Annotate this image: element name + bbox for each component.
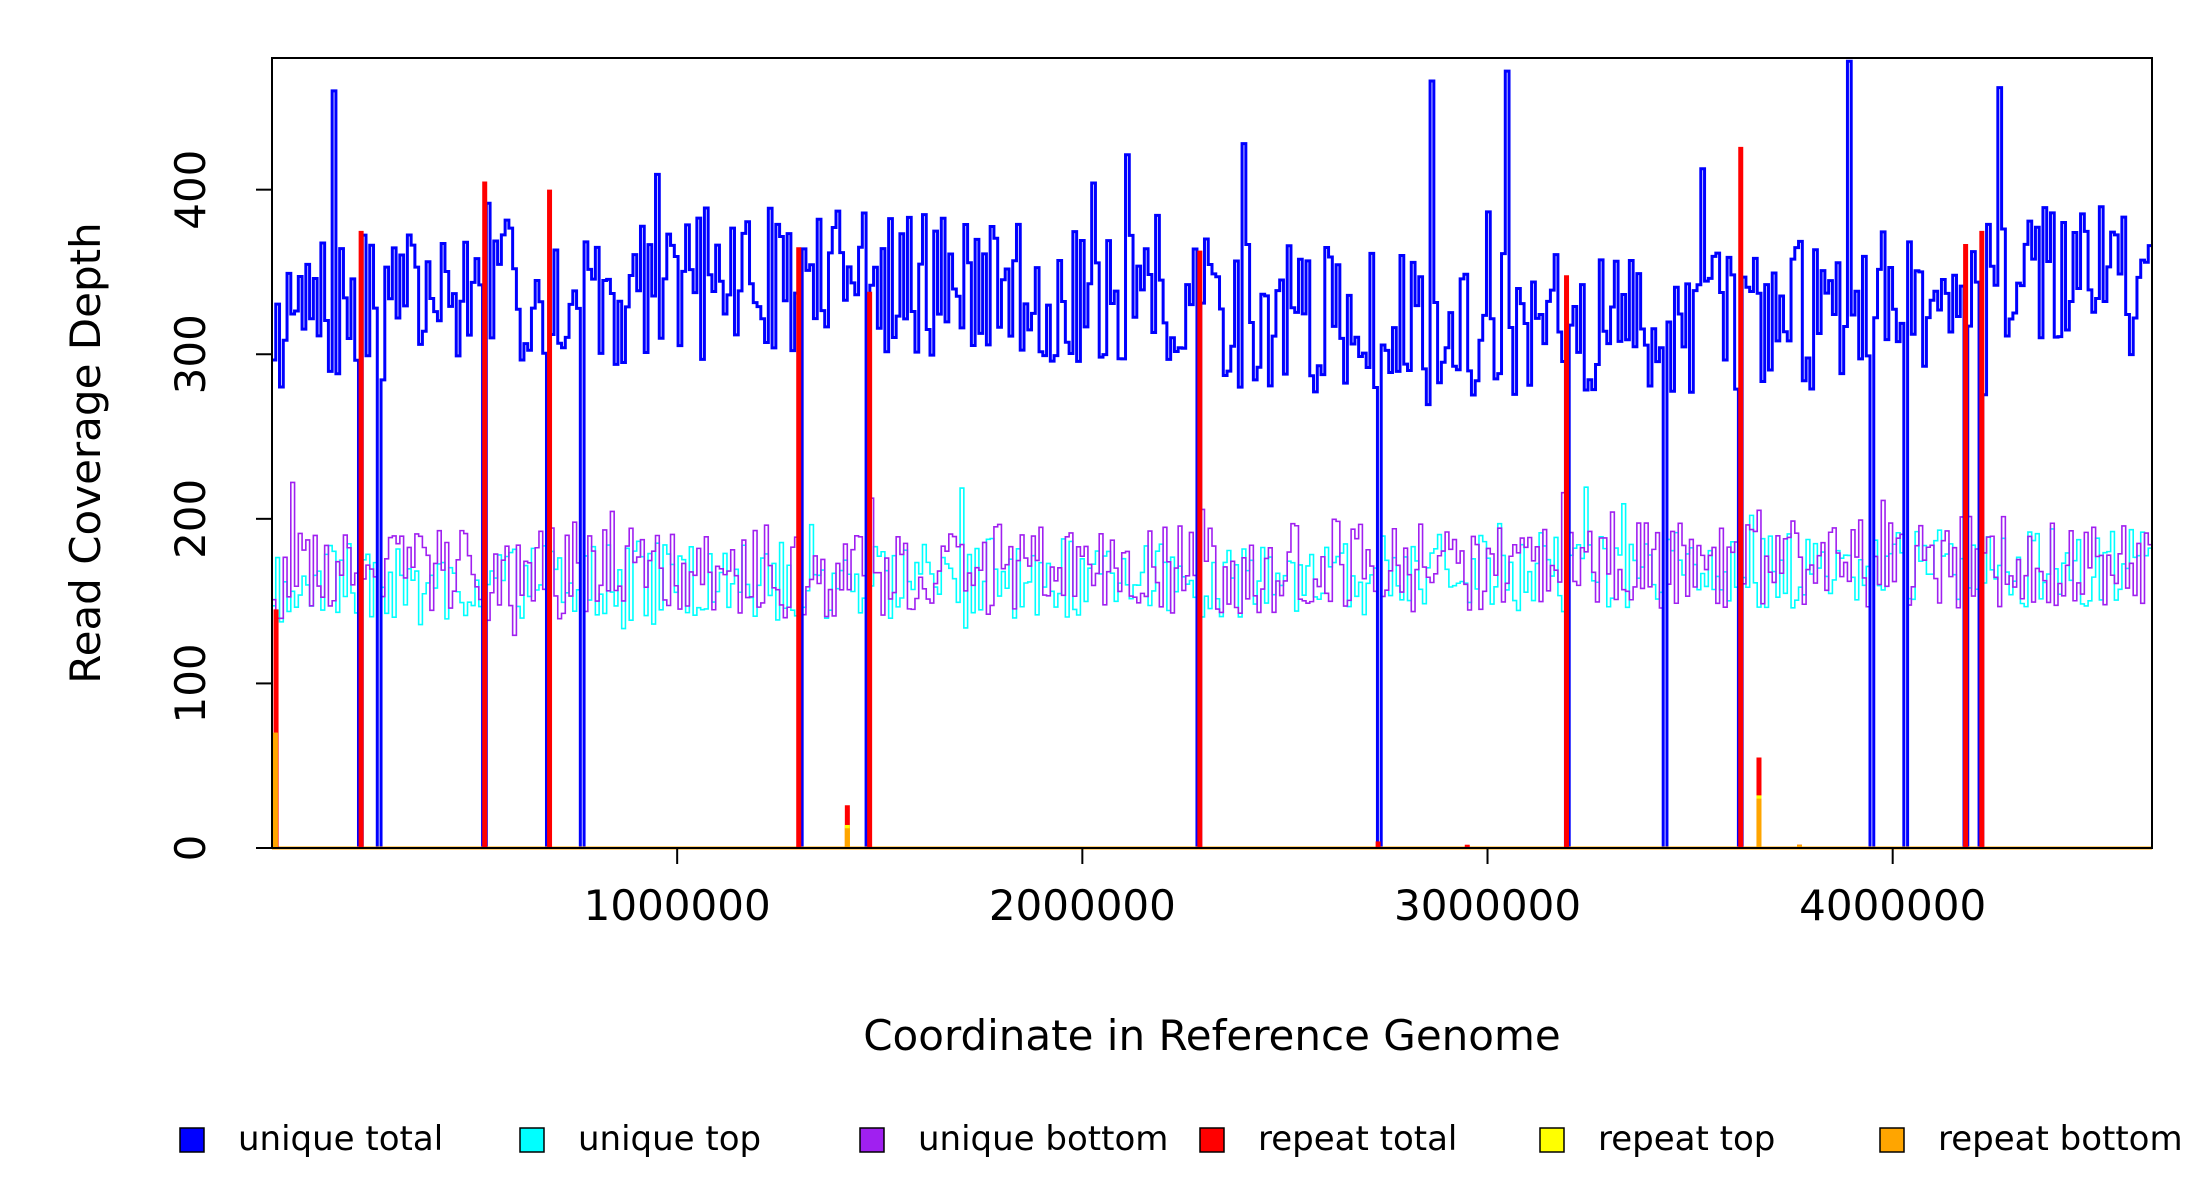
- series-line-unique-bottom: [272, 481, 2152, 849]
- x-axis-label: Coordinate in Reference Genome: [863, 1011, 1561, 1060]
- y-tick-label: 100: [166, 643, 215, 723]
- legend-label-repeat-total: repeat total: [1258, 1119, 1457, 1159]
- series-layer: [272, 59, 2152, 850]
- legend-swatch-unique-total: [179, 1127, 205, 1153]
- y-tick-label: 300: [166, 314, 215, 394]
- legend-label-unique-top: unique top: [578, 1119, 761, 1159]
- y-axis-ticks: 0 100 200 300 400: [166, 150, 272, 862]
- legend-swatch-repeat-total: [1199, 1127, 1225, 1153]
- series-line-unique-total: [272, 59, 2152, 850]
- x-tick-label: 2000000: [989, 881, 1176, 930]
- y-axis-label: Read Coverage Depth: [61, 222, 110, 683]
- legend-swatch-unique-bottom: [859, 1127, 885, 1153]
- legend-label-unique-total: unique total: [238, 1119, 443, 1159]
- y-tick-label: 0: [166, 835, 215, 862]
- legend-label-repeat-bottom: repeat bottom: [1938, 1119, 2183, 1159]
- x-tick-label: 4000000: [1799, 881, 1986, 930]
- legend-swatch-unique-top: [519, 1127, 545, 1153]
- legend-swatch-repeat-bottom: [1879, 1127, 1905, 1153]
- legend-swatch-repeat-top: [1539, 1127, 1565, 1153]
- y-tick-label: 400: [166, 150, 215, 230]
- legend-label-unique-bottom: unique bottom: [918, 1119, 1168, 1159]
- x-tick-label: 3000000: [1394, 881, 1581, 930]
- y-tick-label: 200: [166, 479, 215, 559]
- legend: unique total unique top unique bottom repea…: [179, 1119, 2183, 1159]
- x-tick-label: 1000000: [584, 881, 771, 930]
- x-axis-ticks: 1000000 2000000 3000000 4000000: [584, 848, 1986, 930]
- legend-label-repeat-top: repeat top: [1598, 1119, 1775, 1159]
